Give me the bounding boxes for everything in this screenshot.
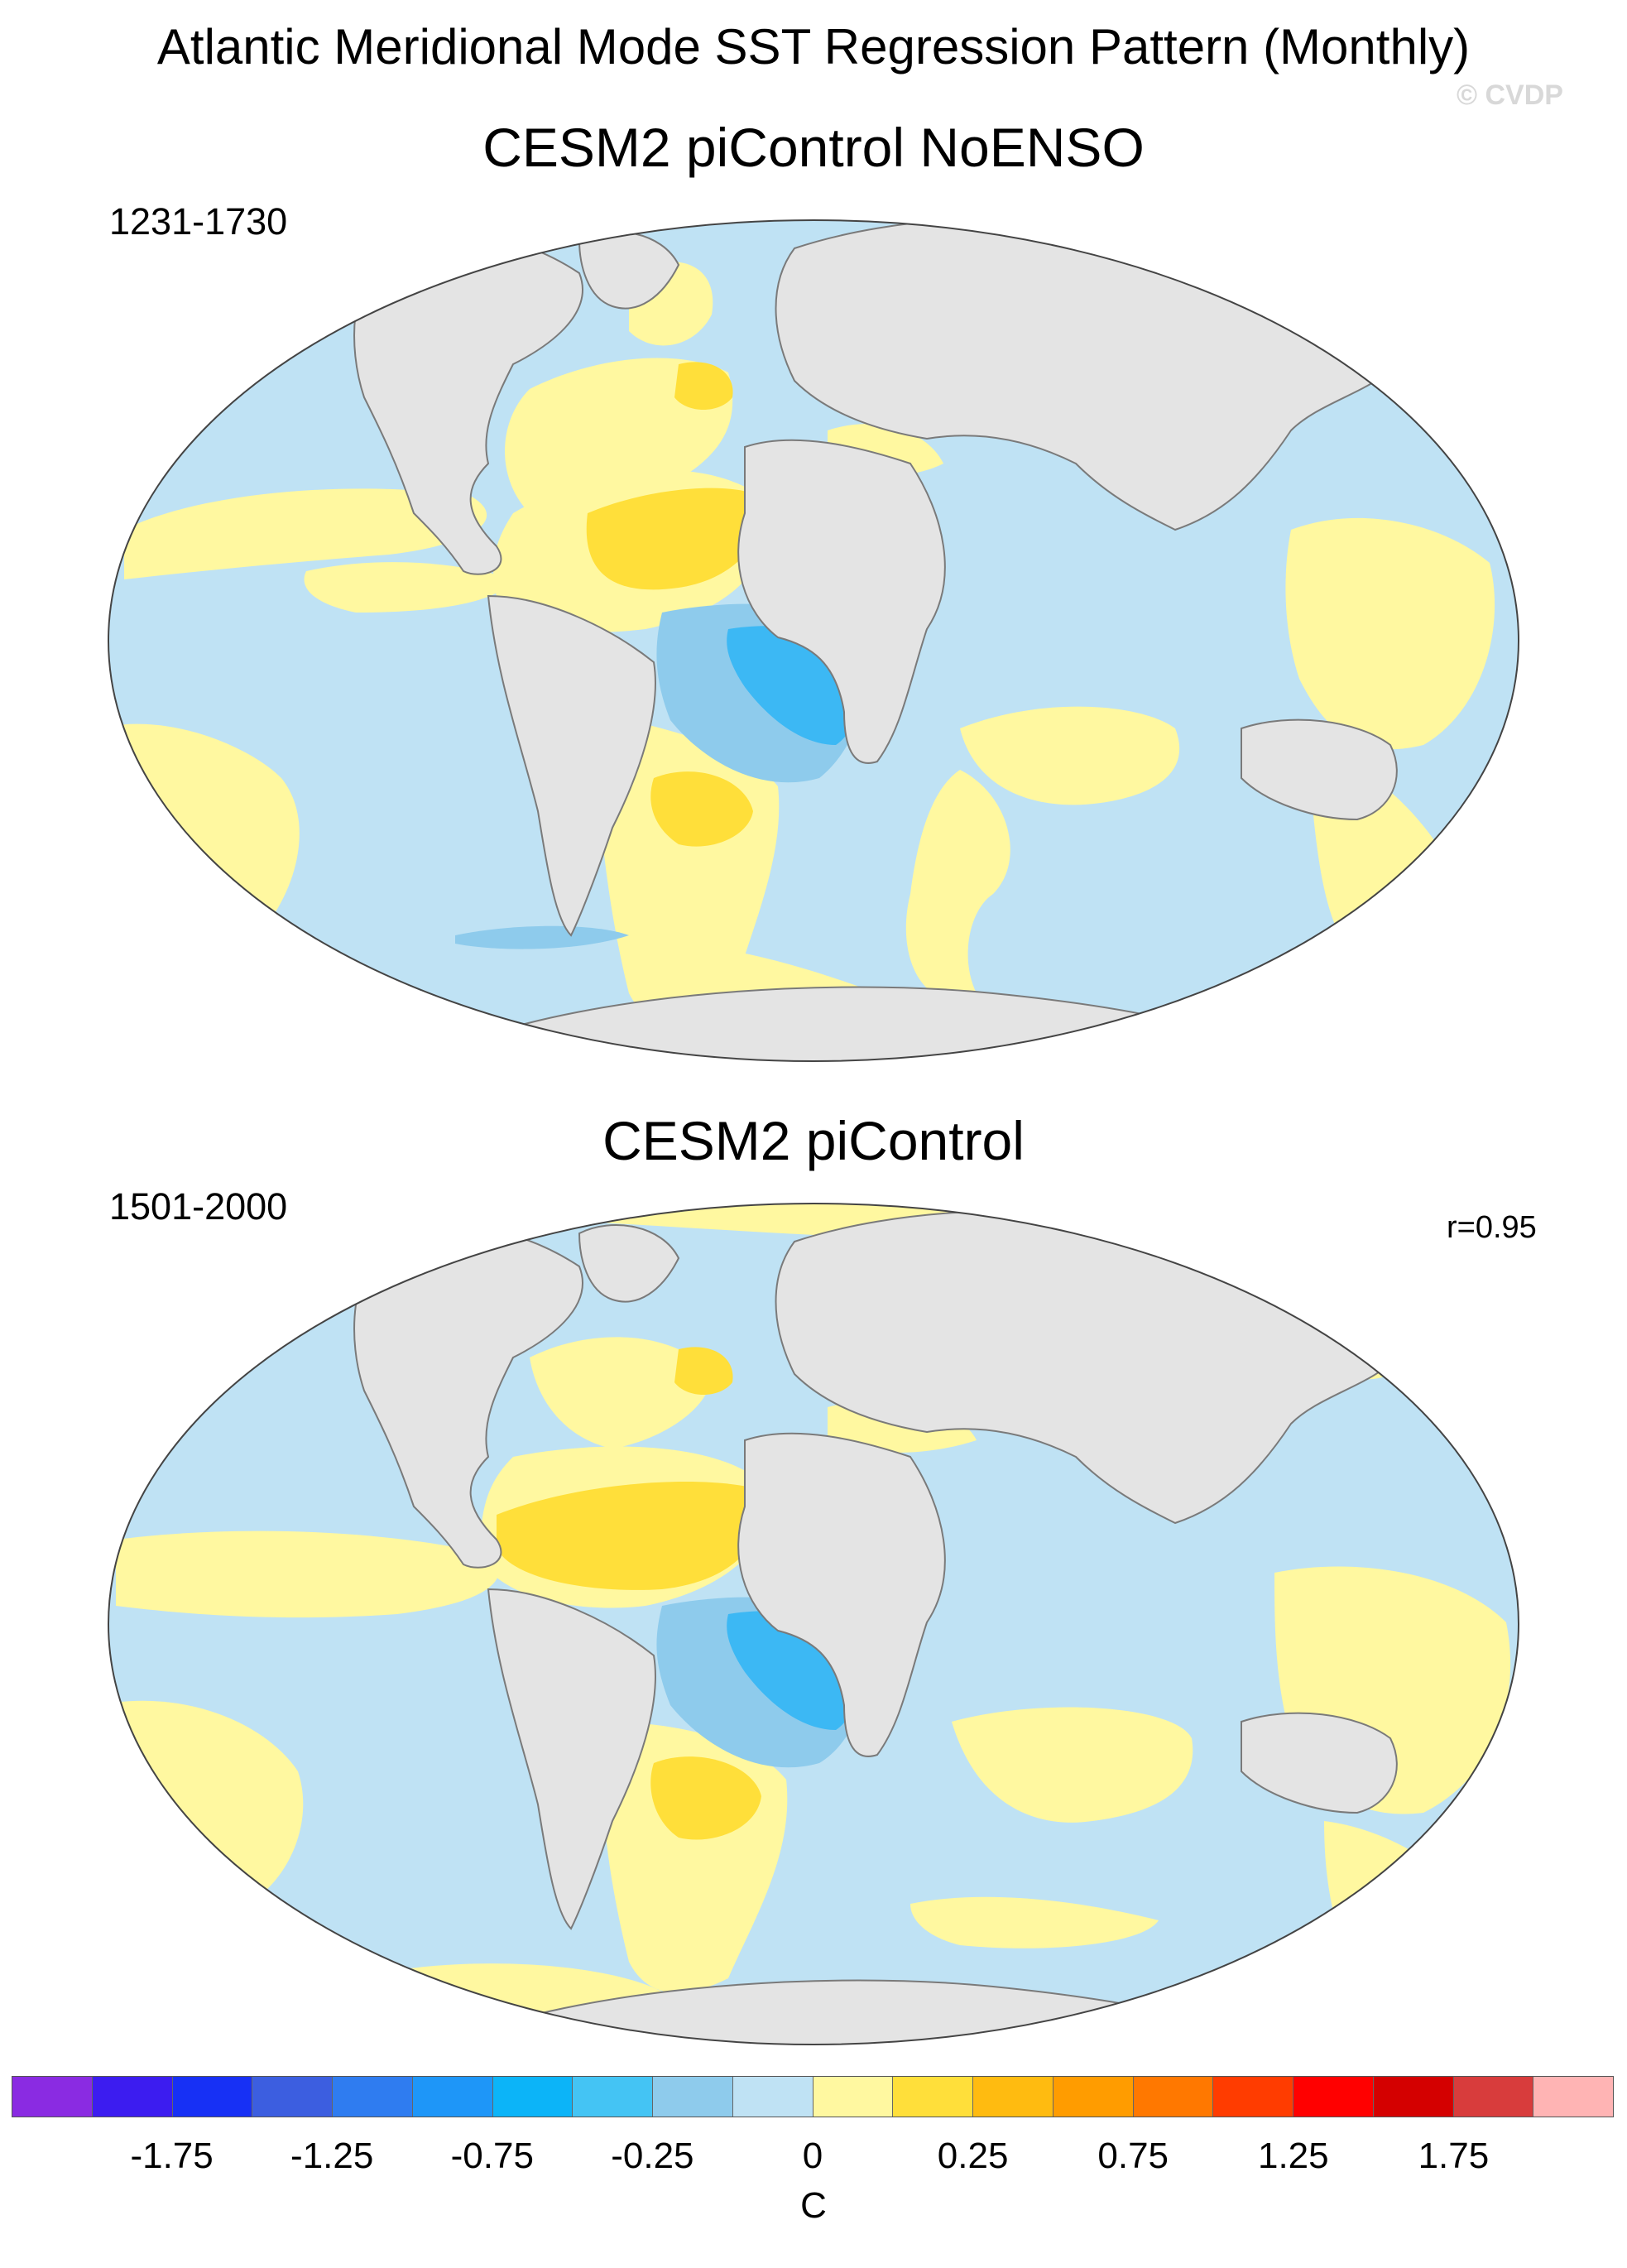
moderate-positive-regions bbox=[586, 362, 763, 847]
colorbar-swatch bbox=[492, 2077, 574, 2117]
panel-2-correlation: r=0.95 bbox=[1447, 1210, 1537, 1245]
colorbar-units: C bbox=[800, 2185, 827, 2226]
colorbar-swatch bbox=[1373, 2077, 1454, 2117]
colorbar-swatch bbox=[1213, 2077, 1293, 2117]
map-panel-2 bbox=[108, 1203, 1519, 2045]
colorbar-tick-label: 0.75 bbox=[1097, 2136, 1169, 2176]
panel-2-title: CESM2 piControl bbox=[602, 1110, 1025, 1171]
watermark: © CVDP bbox=[1457, 79, 1563, 111]
moderate-positive-regions bbox=[497, 1347, 763, 1840]
colorbar-swatch bbox=[893, 2077, 973, 2117]
colorbar-swatch bbox=[573, 2077, 653, 2117]
colorbar-swatch bbox=[12, 2077, 93, 2117]
colorbar-swatch bbox=[653, 2077, 733, 2117]
colorbar-swatch bbox=[1293, 2077, 1374, 2117]
colorbar-tick-label: -0.75 bbox=[450, 2136, 534, 2176]
colorbar-tick-label: 0 bbox=[802, 2136, 823, 2176]
colorbar-swatch bbox=[1533, 2077, 1613, 2117]
colorbar-tick-label: -0.25 bbox=[611, 2136, 694, 2176]
colorbar-swatch bbox=[732, 2077, 814, 2117]
colorbar-tick-label: -1.75 bbox=[130, 2136, 214, 2176]
colorbar-tick-label: 1.75 bbox=[1418, 2136, 1490, 2176]
colorbar-swatch bbox=[1053, 2077, 1134, 2117]
colorbar-swatch bbox=[1133, 2077, 1214, 2117]
colorbar-tick-label: 1.25 bbox=[1257, 2136, 1329, 2176]
colorbar bbox=[12, 2076, 1614, 2117]
colorbar-swatch bbox=[92, 2077, 173, 2117]
map-border bbox=[108, 219, 1519, 1062]
colorbar-swatch bbox=[973, 2077, 1053, 2117]
colorbar-swatch bbox=[333, 2077, 413, 2117]
colorbar-swatch bbox=[252, 2077, 333, 2117]
map-panel-1 bbox=[108, 219, 1519, 1062]
colorbar-swatch bbox=[813, 2077, 894, 2117]
panel-1-period: 1231-1730 bbox=[109, 200, 288, 243]
figure-title: Atlantic Meridional Mode SST Regression … bbox=[156, 19, 1471, 74]
colorbar-swatch bbox=[412, 2077, 493, 2117]
colorbar-swatch bbox=[1453, 2077, 1534, 2117]
colorbar-swatch bbox=[172, 2077, 253, 2117]
colorbar-tick-label: 0.25 bbox=[937, 2136, 1009, 2176]
colorbar-tick-label: -1.25 bbox=[290, 2136, 374, 2176]
panel-2-period: 1501-2000 bbox=[109, 1185, 288, 1228]
map-border bbox=[108, 1203, 1519, 2045]
panel-1-title: CESM2 piControl NoENSO bbox=[482, 117, 1145, 178]
